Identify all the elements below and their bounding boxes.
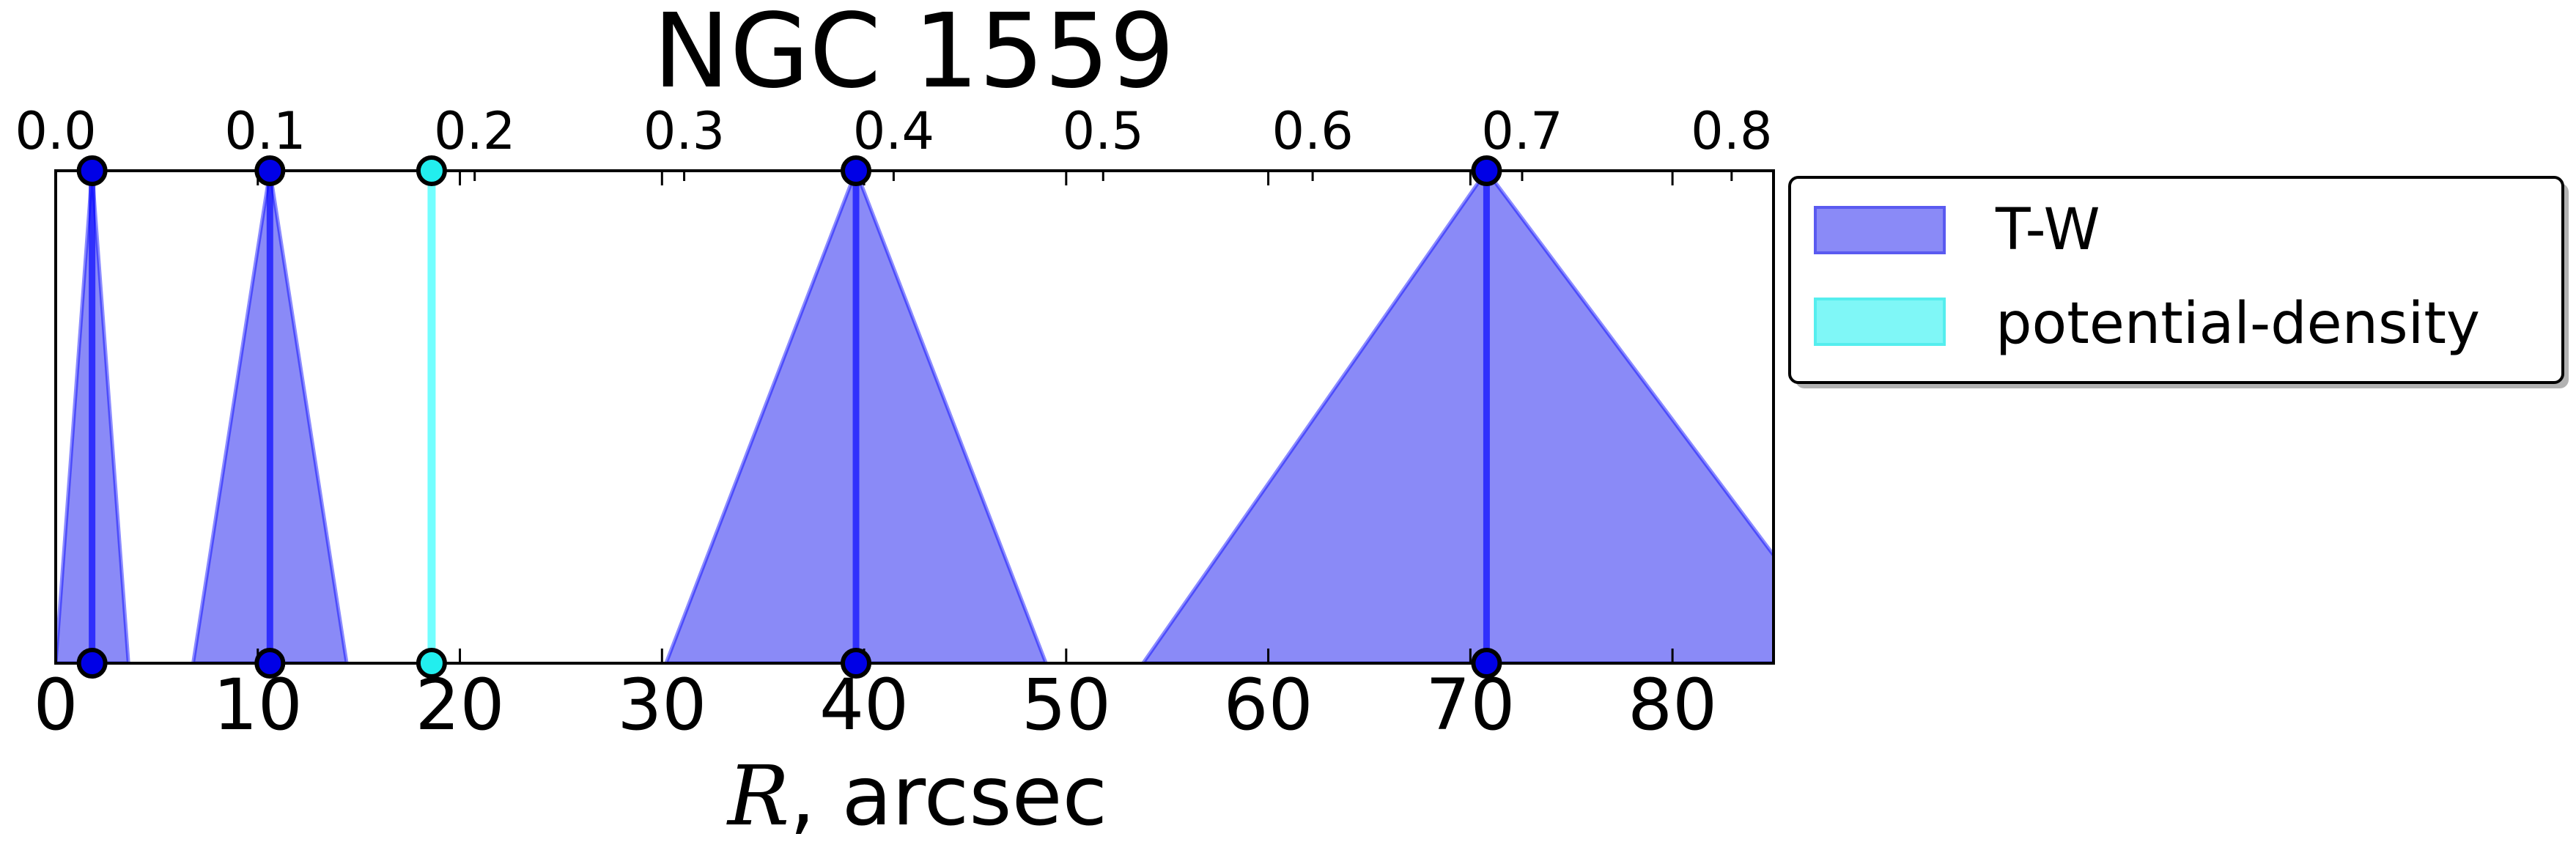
- peak-marker-0-2-top: [841, 155, 872, 186]
- peak-marker-0-3-bottom: [1471, 648, 1502, 679]
- bottom-tick-label-8: 80: [1628, 664, 1717, 746]
- peak-marker-0-0-top: [76, 155, 108, 186]
- peak-marker-0-2-bottom: [841, 648, 872, 679]
- bottom-tick-label-2: 20: [415, 664, 504, 746]
- bottom-tick-label-3: 30: [617, 664, 706, 746]
- x-axis-label-variable: R: [726, 749, 789, 844]
- top-tick-label-8: 0.8: [1691, 101, 1772, 161]
- peak-marker-0-1-top: [254, 155, 286, 186]
- peak-markers: [76, 155, 1502, 679]
- peak-marker-1-0-bottom: [416, 648, 447, 679]
- legend-swatch-potential-density: [1814, 298, 1946, 346]
- x-axis-label: R, arcsec: [726, 749, 1107, 844]
- top-tick-label-1: 0.1: [224, 101, 306, 161]
- bottom-tick-label-5: 50: [1022, 664, 1111, 746]
- legend: T-W potential-density: [1788, 176, 2569, 388]
- x-axis-label-unit: , arcsec: [789, 749, 1107, 844]
- top-tick-label-4: 0.4: [853, 101, 934, 161]
- top-tick-label-3: 0.3: [643, 101, 725, 161]
- top-tick-label-6: 0.6: [1272, 101, 1353, 161]
- bottom-tick-label-6: 60: [1224, 664, 1313, 746]
- top-tick-label-5: 0.5: [1063, 101, 1144, 161]
- band-fill-0-3: [1140, 171, 1774, 663]
- plot-frame: [54, 169, 1775, 665]
- bottom-tick-label-4: 40: [819, 664, 909, 746]
- legend-label-potential-density: potential-density: [1996, 291, 2480, 357]
- chart-title: NGC 1559: [653, 0, 1175, 111]
- peak-marker-1-0-top: [416, 155, 447, 186]
- bottom-tick-label-7: 70: [1425, 664, 1515, 746]
- band-fills: [56, 171, 1774, 663]
- bottom-tick-label-0: 0: [33, 664, 78, 746]
- peak-marker-0-1-bottom: [254, 648, 286, 679]
- peak-marker-0-3-top: [1471, 155, 1502, 186]
- tick-labels: 0 10 20 30 40 50 60 70 80 0.0 0.1 0.2 0.3 0.4 0.5 0.6 0.…: [15, 101, 1772, 746]
- bottom-tick-label-1: 10: [213, 664, 303, 746]
- top-tick-label-2: 0.2: [434, 101, 515, 161]
- peak-lines: [89, 171, 1490, 663]
- legend-swatch-tw: [1814, 206, 1946, 254]
- top-tick-label-7: 0.7: [1481, 101, 1562, 161]
- peak-marker-0-0-bottom: [76, 648, 108, 679]
- legend-box: [1788, 176, 2564, 384]
- top-tick-label-0: 0.0: [15, 101, 96, 161]
- legend-label-tw: T-W: [1995, 197, 2100, 263]
